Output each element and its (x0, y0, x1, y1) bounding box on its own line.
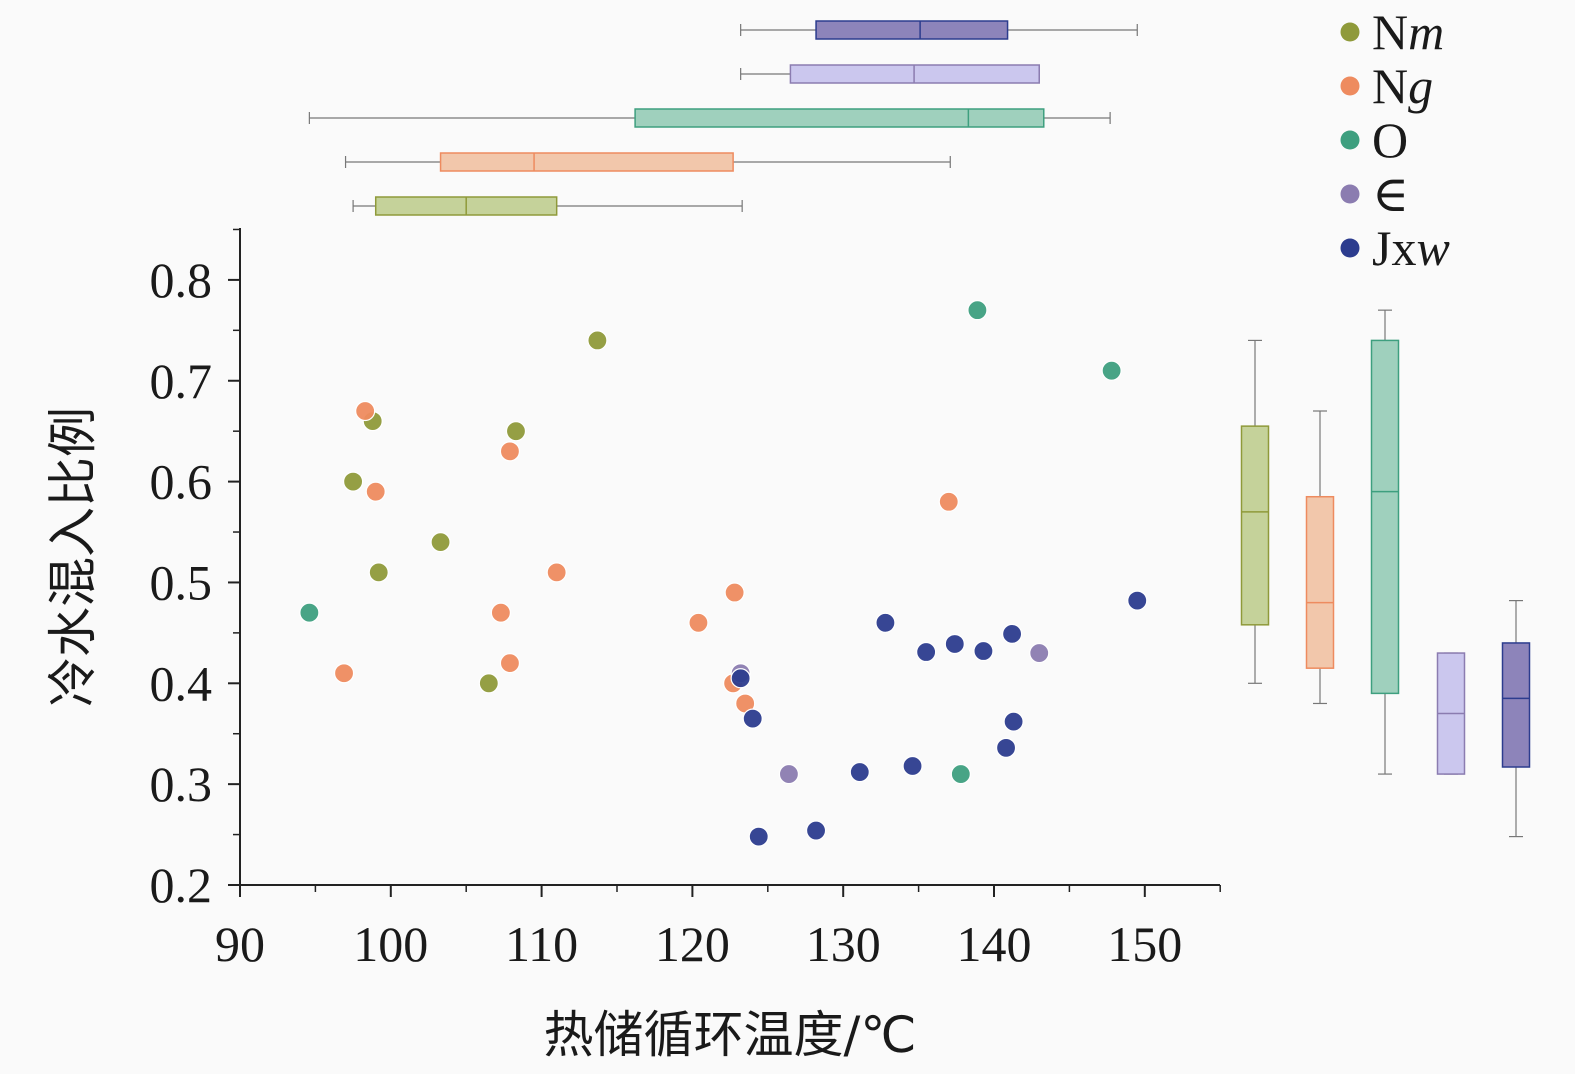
x-tick-label: 110 (505, 916, 578, 972)
y-axis-title: 冷水混入比例 (44, 407, 102, 707)
data-point (478, 673, 499, 694)
x-tick-label: 90 (215, 916, 265, 972)
data-point (973, 640, 994, 662)
y-tick-label: 0.4 (150, 655, 213, 711)
y-boxplot (1305, 410, 1335, 705)
y-tick-label: 0.3 (150, 756, 213, 812)
data-point (587, 330, 608, 351)
data-point (748, 826, 769, 847)
x-boxplot (308, 108, 1111, 128)
x-tick-label: 130 (806, 916, 881, 972)
legend-marker (1340, 184, 1360, 204)
y-tick-label: 0.8 (150, 252, 213, 308)
y-boxplot (1370, 309, 1400, 775)
legend-marker (1340, 130, 1360, 150)
data-point (916, 641, 937, 663)
y-tick-label: 0.2 (150, 857, 213, 913)
x-boxplot-box (815, 20, 1009, 40)
data-point (875, 612, 896, 633)
x-boxplot-box (634, 108, 1045, 128)
y-ticks: 0.2 0.3 0.4 0.5 0.6 0.7 0.8 (150, 228, 240, 913)
legend-label: O (1372, 112, 1408, 168)
data-point (995, 737, 1017, 758)
data-point (343, 471, 364, 492)
data-point (333, 663, 355, 684)
x-ticks: 90 100 110 120 130 140 150 (215, 885, 1221, 972)
data-point (499, 441, 521, 462)
y-tick-label: 0.6 (150, 454, 213, 510)
y-boxplot-box (1240, 425, 1270, 626)
x-tick-label: 140 (957, 916, 1032, 972)
legend-item: Ng (1340, 58, 1433, 114)
data-point (742, 708, 763, 729)
x-boxplot (740, 64, 1040, 84)
data-point (546, 562, 567, 583)
data-point (368, 562, 389, 583)
x-tick-label: 150 (1107, 916, 1182, 972)
legend-label: ∈ (1372, 166, 1409, 222)
x-boxplot (344, 152, 951, 172)
legend-item: Nm (1340, 4, 1444, 60)
legend-marker (1340, 76, 1360, 96)
y-tick-label: 0.7 (150, 353, 213, 409)
x-axis-title: 热储循环温度/℃ (544, 1006, 917, 1064)
y-boxplot (1436, 652, 1466, 775)
y-boxplot-box (1501, 642, 1531, 768)
data-point (355, 400, 376, 422)
x-tick-label: 100 (353, 916, 428, 972)
data-point (1127, 590, 1148, 611)
data-point (967, 300, 988, 321)
data-point (505, 421, 527, 442)
legend-marker (1340, 238, 1360, 258)
data-point (724, 582, 745, 603)
data-point (944, 633, 965, 655)
data-point (688, 612, 709, 633)
legend-marker (1340, 22, 1360, 42)
data-point (902, 755, 923, 777)
x-marginal-boxplots (308, 20, 1138, 216)
y-boxplot-box (1370, 339, 1400, 695)
data-point (1029, 642, 1050, 664)
x-boxplot (352, 196, 743, 216)
x-boxplot-box (439, 152, 734, 172)
x-tick-label: 120 (655, 916, 730, 972)
data-point (490, 602, 511, 623)
data-point (1101, 360, 1122, 381)
data-point (805, 820, 827, 841)
legend-item: Jxw (1340, 220, 1450, 276)
data-points (299, 300, 1148, 847)
x-boxplot (740, 20, 1138, 40)
data-point (849, 761, 870, 783)
data-point (430, 532, 451, 553)
y-tick-label: 0.5 (150, 554, 213, 610)
legend-label: Nm (1372, 4, 1444, 60)
data-point (299, 602, 320, 623)
legend-label: Jxw (1372, 220, 1450, 276)
data-point (778, 763, 800, 785)
data-point (730, 668, 751, 689)
y-boxplot (1240, 339, 1270, 684)
legend-item: ∈ (1340, 166, 1409, 222)
legend-label: Ng (1372, 58, 1433, 114)
data-point (365, 481, 386, 502)
axes (239, 228, 1220, 886)
legend-item: O (1340, 112, 1408, 168)
y-boxplot (1501, 600, 1531, 838)
y-boxplot-box (1305, 495, 1335, 669)
x-boxplot-box (789, 64, 1040, 84)
y-marginal-boxplots (1240, 309, 1531, 838)
data-point (950, 763, 971, 785)
data-point (938, 491, 959, 512)
data-point (499, 653, 521, 674)
data-point (1001, 623, 1023, 644)
data-point (1003, 711, 1024, 732)
